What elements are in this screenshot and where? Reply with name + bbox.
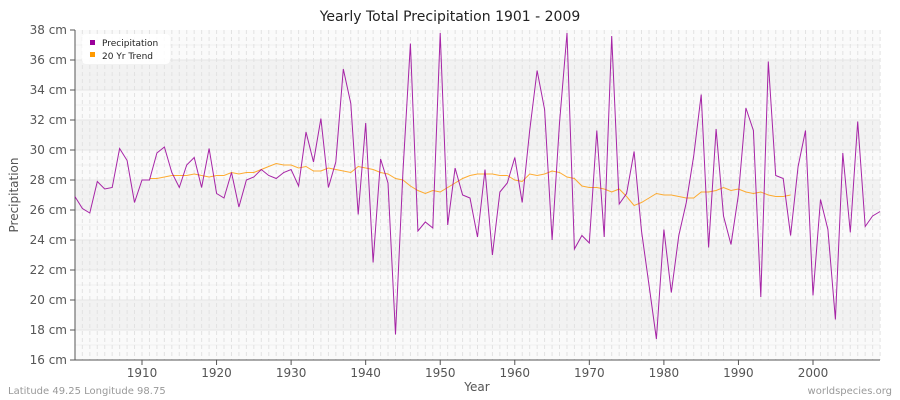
svg-text:1910: 1910: [127, 366, 158, 380]
svg-text:16 cm: 16 cm: [30, 353, 67, 367]
legend-label-precipitation: Precipitation: [102, 39, 158, 49]
svg-text:26 cm: 26 cm: [30, 203, 67, 217]
svg-text:38 cm: 38 cm: [30, 23, 67, 37]
precipitation-line: [74, 32, 881, 340]
svg-text:34 cm: 34 cm: [30, 83, 67, 97]
svg-text:30 cm: 30 cm: [30, 143, 67, 157]
footer-coordinates: Latitude 49.25 Longitude 98.75: [8, 386, 166, 397]
legend: Precipitation 20 Yr Trend: [82, 34, 170, 64]
y-axis: 16 cm 18 cm 20 cm 22 cm 24 cm 26 cm 28 cm 30 cm…: [30, 23, 76, 367]
svg-text:1970: 1970: [574, 366, 605, 380]
trend-line: [149, 162, 791, 207]
chart-title: Yearly Total Precipitation 1901 - 2009: [319, 9, 581, 25]
svg-text:1950: 1950: [425, 366, 456, 380]
svg-text:20 cm: 20 cm: [30, 293, 67, 307]
svg-text:1930: 1930: [276, 366, 307, 380]
svg-text:1990: 1990: [723, 366, 754, 380]
svg-text:28 cm: 28 cm: [30, 173, 67, 187]
svg-text:36 cm: 36 cm: [30, 53, 67, 67]
svg-text:32 cm: 32 cm: [30, 113, 67, 127]
svg-text:22 cm: 22 cm: [30, 263, 67, 277]
svg-text:24 cm: 24 cm: [30, 233, 67, 247]
svg-text:1940: 1940: [350, 366, 381, 380]
series-lines: [74, 32, 881, 340]
legend-swatch-precipitation: [90, 40, 95, 45]
svg-text:1980: 1980: [649, 366, 680, 380]
svg-text:1920: 1920: [201, 366, 232, 380]
svg-text:18 cm: 18 cm: [30, 323, 67, 337]
svg-text:2000: 2000: [798, 366, 829, 380]
x-axis: 1910 1920 1930 1940 1950 1960 1970 1980 1990 2000: [75, 359, 880, 380]
grid-lines: [75, 30, 881, 360]
x-axis-label: Year: [463, 380, 489, 394]
svg-text:1960: 1960: [500, 366, 531, 380]
legend-label-trend: 20 Yr Trend: [102, 52, 153, 62]
legend-swatch-trend: [90, 52, 95, 57]
footer-source: worldspecies.org: [808, 386, 892, 397]
y-axis-label: Precipitation: [7, 157, 21, 232]
